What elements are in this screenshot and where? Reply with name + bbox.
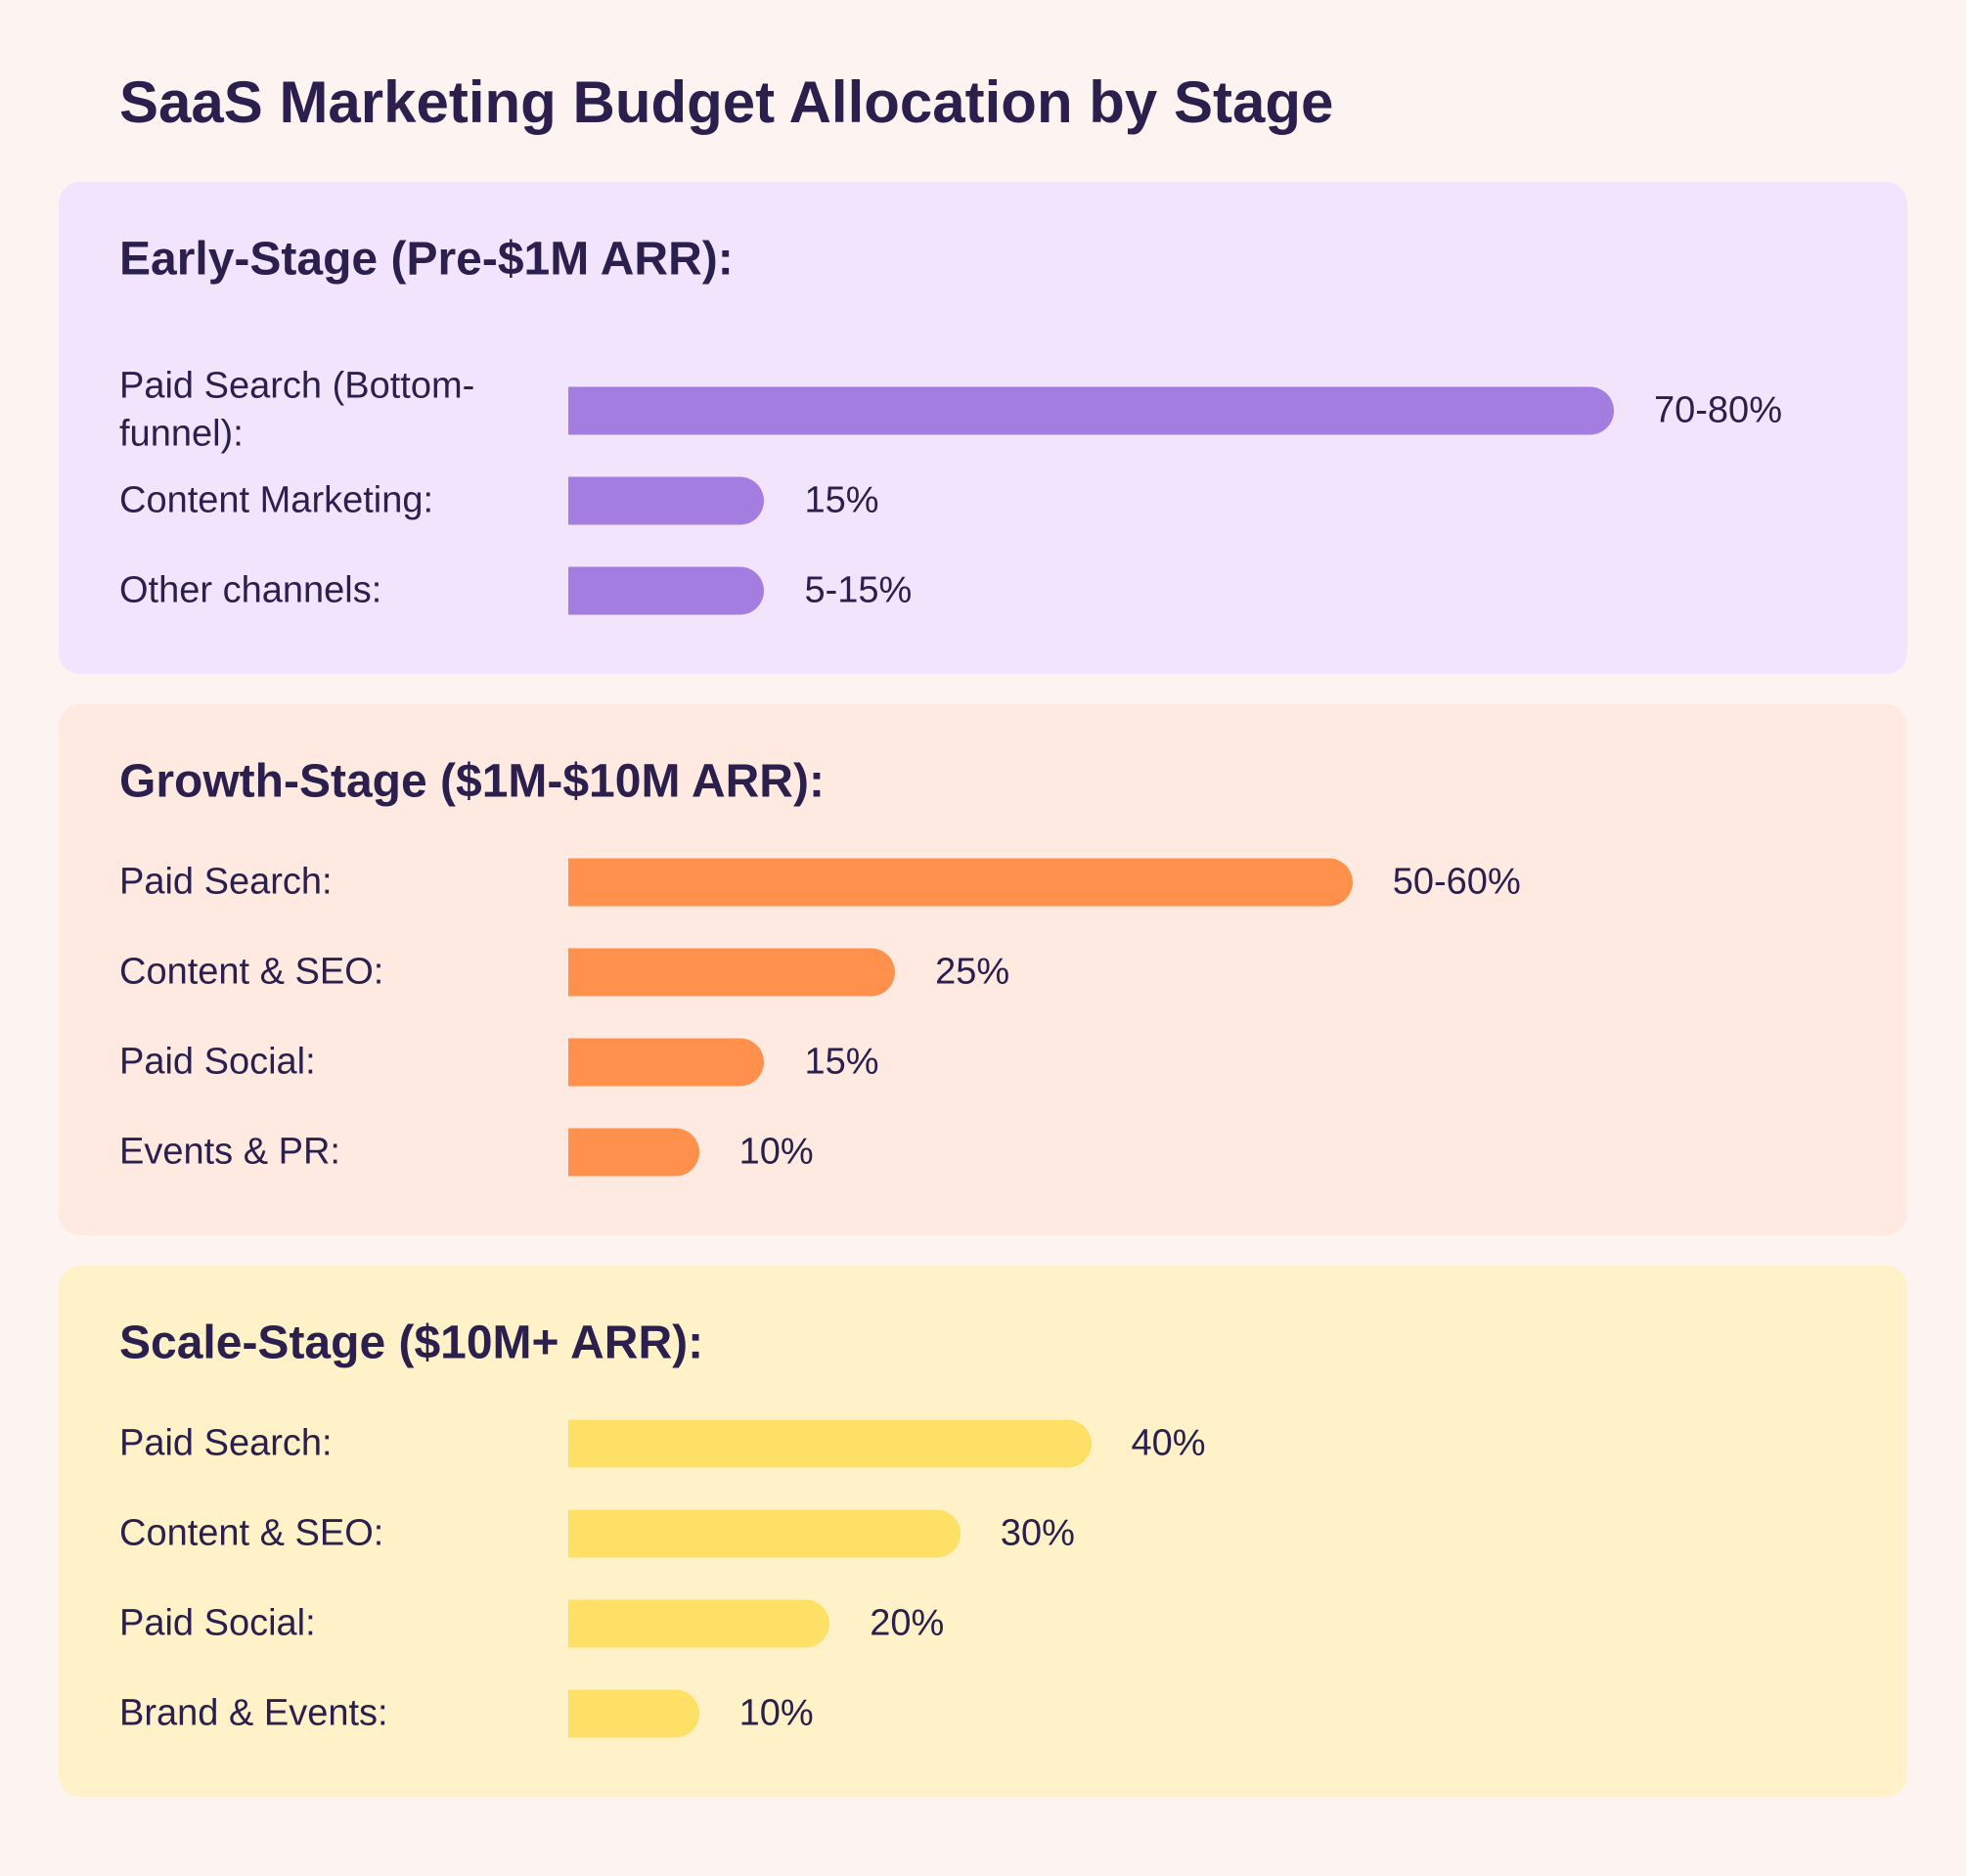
category-label: Paid Social: — [119, 1602, 316, 1644]
panel — [59, 1266, 1907, 1797]
category-label: Paid Social: — [119, 1041, 316, 1083]
category-label: Paid Search: — [119, 1422, 333, 1464]
panel-title: Scale-Stage ($10M+ ARR): — [119, 1317, 704, 1369]
bar — [568, 948, 896, 997]
chart-title: SaaS Marketing Budget Allocation by Stag… — [119, 69, 1334, 135]
value-label: 20% — [870, 1602, 945, 1644]
category-label: Other channels: — [119, 569, 382, 611]
category-label: Events & PR: — [119, 1131, 340, 1173]
category-label: Content Marketing: — [119, 479, 434, 521]
bar — [568, 1128, 699, 1177]
value-label: 10% — [738, 1692, 814, 1734]
bar — [568, 476, 765, 525]
bar — [568, 858, 1353, 907]
value-label: 40% — [1131, 1422, 1206, 1464]
panel-title: Growth-Stage ($1M-$10M ARR): — [119, 755, 825, 808]
value-label: 30% — [1000, 1512, 1075, 1554]
bar — [568, 1689, 699, 1738]
category-label: Brand & Events: — [119, 1692, 388, 1734]
value-label: 50-60% — [1392, 861, 1521, 903]
bar — [568, 566, 765, 615]
value-label: 15% — [804, 479, 879, 521]
category-label: Content & SEO: — [119, 951, 384, 993]
bar — [568, 1599, 830, 1648]
category-label: Content & SEO: — [119, 1512, 384, 1554]
bar — [568, 1509, 961, 1558]
category-label: Paid Search (Bottom-funnel): — [119, 365, 475, 455]
category-label: Paid Search: — [119, 861, 333, 903]
bar — [568, 386, 1614, 435]
bar — [568, 1038, 765, 1087]
panel — [59, 704, 1907, 1235]
value-label: 70-80% — [1654, 389, 1782, 431]
value-label: 25% — [935, 951, 1010, 993]
value-label: 15% — [804, 1041, 879, 1083]
value-label: 5-15% — [804, 569, 913, 611]
bar — [568, 1419, 1092, 1468]
panel-title: Early-Stage (Pre-$1M ARR): — [119, 233, 734, 286]
value-label: 10% — [738, 1131, 814, 1173]
